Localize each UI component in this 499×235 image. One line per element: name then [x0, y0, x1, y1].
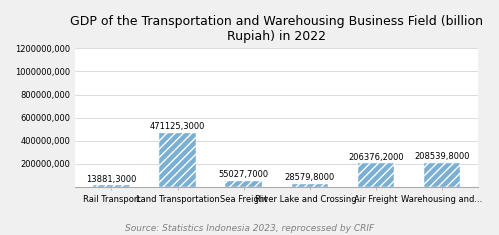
Text: 208539,8000: 208539,8000 [414, 153, 470, 161]
Bar [226, 180, 262, 187]
Text: 55027,7000: 55027,7000 [219, 170, 268, 179]
Text: 13881,3000: 13881,3000 [86, 175, 137, 184]
Text: 206376,2000: 206376,2000 [348, 153, 404, 162]
Bar [291, 184, 328, 187]
Bar [424, 163, 460, 187]
Text: 28579,8000: 28579,8000 [284, 173, 335, 182]
Text: 471125,3000: 471125,3000 [150, 122, 205, 131]
Text: Source: Statistics Indonesia 2023, reprocessed by CRIF: Source: Statistics Indonesia 2023, repro… [125, 224, 374, 233]
Bar [93, 185, 130, 187]
Bar [159, 133, 196, 187]
Bar [358, 163, 394, 187]
Title: GDP of the Transportation and Warehousing Business Field (billion
Rupiah) in 202: GDP of the Transportation and Warehousin… [70, 15, 483, 43]
